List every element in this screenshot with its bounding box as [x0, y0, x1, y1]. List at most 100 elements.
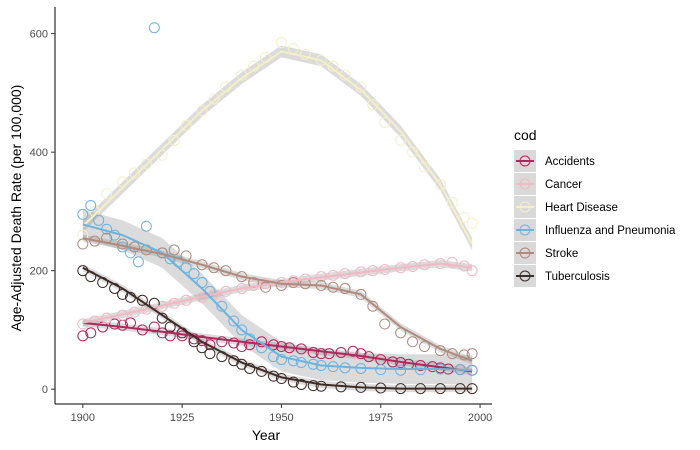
point-heart-disease-30: [466, 217, 478, 229]
point-cancer-28: [446, 256, 458, 268]
point-heart-disease-9: [196, 105, 208, 117]
point-accidents-13: [204, 339, 216, 351]
point-accidents-28: [355, 348, 367, 360]
point-cancer-8: [180, 294, 192, 306]
legend-label-accidents: Accidents: [545, 156, 595, 168]
x-tick-label-2000: 2000: [468, 412, 492, 424]
x-tick-label-1925: 1925: [170, 412, 194, 424]
point-heart-disease-22: [367, 99, 379, 111]
point-accidents-0: [77, 330, 89, 342]
smooth-line-influenza-and-pneumonia: [82, 223, 473, 372]
axes: 1900 1925 1950 1975 2000 0 200 400 600: [30, 7, 492, 424]
point-influenza-and-pneumonia-19: [236, 324, 248, 336]
point-influenza-and-pneumonia-23: [275, 354, 287, 366]
legend-label-cancer: Cancer: [545, 179, 582, 191]
point-influenza-and-pneumonia-8: [140, 220, 152, 232]
point-accidents-7: [148, 321, 160, 333]
smooth-line-stroke: [82, 237, 473, 362]
point-heart-disease-5: [140, 158, 152, 170]
point-tuberculosis-24: [315, 380, 327, 392]
point-tuberculosis-22: [295, 378, 307, 390]
point-heart-disease-15: [275, 37, 287, 49]
legend-label-heart-disease: Heart Disease: [545, 202, 618, 214]
y-axis-title: Age-Adjusted Death Rate (per 100,000): [8, 85, 24, 332]
point-influenza-and-pneumonia-9: [148, 22, 160, 34]
smooth-line-tuberculosis: [82, 266, 473, 390]
point-influenza-and-pneumonia-14: [188, 268, 200, 280]
legend-title: cod: [514, 127, 537, 143]
legend-key-point-heart-disease: [519, 201, 531, 213]
point-stroke-14: [260, 281, 272, 293]
point-accidents-27: [347, 345, 359, 357]
point-tuberculosis-23: [307, 380, 319, 392]
point-stroke-21: [355, 288, 367, 300]
point-tuberculosis-6: [136, 294, 148, 306]
point-heart-disease-2: [101, 188, 113, 200]
legend-label-tuberculosis: Tuberculosis: [545, 271, 610, 283]
point-stroke-22: [367, 300, 379, 312]
point-heart-disease-1: [89, 205, 101, 217]
legend-label-stroke: Stroke: [545, 248, 578, 260]
legend-key-point-influenza-and-pneumonia: [519, 224, 531, 236]
point-heart-disease-7: [168, 134, 180, 146]
point-accidents-23: [307, 346, 319, 358]
point-accidents-9: [164, 330, 176, 342]
point-heart-disease-29: [458, 211, 470, 223]
point-heart-disease-17: [299, 48, 311, 60]
point-accidents-24: [315, 348, 327, 360]
point-tuberculosis-21: [287, 376, 299, 388]
point-tuberculosis-17: [244, 362, 256, 374]
point-influenza-and-pneumonia-11: [164, 253, 176, 265]
point-stroke-15: [275, 279, 287, 291]
point-influenza-and-pneumonia-17: [216, 300, 228, 312]
point-heart-disease-4: [128, 167, 140, 179]
point-accidents-2: [97, 321, 109, 333]
smooth-lines: [82, 50, 474, 390]
legend: cod Accidents Cancer Heart Disease Influenz…: [514, 127, 676, 287]
point-stroke-28: [446, 348, 458, 360]
point-heart-disease-18: [315, 54, 327, 66]
point-influenza-and-pneumonia-13: [180, 262, 192, 274]
point-influenza-and-pneumonia-0: [77, 208, 89, 220]
point-stroke-29: [458, 349, 470, 361]
point-stroke-23: [379, 318, 391, 330]
point-heart-disease-10: [208, 93, 220, 105]
point-stroke-9: [196, 259, 208, 271]
band-cancer: [82, 260, 473, 327]
point-stroke-25: [407, 336, 419, 348]
point-influenza-and-pneumonia-32: [395, 364, 407, 376]
legend-label-influenza-and-pneumonia: Influenza and Pneumonia: [545, 225, 676, 237]
legend-key-point-tuberculosis: [519, 270, 531, 282]
point-accidents-1: [85, 327, 97, 339]
point-stroke-20: [339, 282, 351, 294]
point-influenza-and-pneumonia-31: [375, 364, 387, 376]
point-influenza-and-pneumonia-2: [93, 214, 105, 226]
confidence-bands: [82, 45, 473, 393]
point-influenza-and-pneumonia-7: [132, 256, 144, 268]
legend-key-point-cancer: [519, 178, 531, 190]
y-tick-label-0: 0: [42, 384, 48, 396]
x-tick-label-1950: 1950: [269, 412, 293, 424]
point-accidents-17: [244, 339, 256, 351]
point-heart-disease-8: [180, 120, 192, 132]
point-stroke-30: [466, 348, 478, 360]
x-axis-title: Year: [252, 427, 281, 443]
legend-key-point-stroke: [519, 247, 531, 259]
point-heart-disease-24: [395, 134, 407, 146]
smooth-line-cancer: [82, 262, 473, 324]
point-influenza-and-pneumonia-1: [85, 200, 97, 211]
point-tuberculosis-13: [204, 348, 216, 360]
y-tick-label-400: 400: [30, 147, 48, 159]
point-stroke-26: [418, 341, 430, 353]
point-heart-disease-0: [77, 229, 89, 241]
point-accidents-14: [216, 336, 228, 348]
point-heart-disease-23: [379, 117, 391, 129]
point-stroke-7: [168, 244, 180, 256]
smooth-line-accidents: [82, 321, 473, 373]
y-tick-label-600: 600: [30, 29, 48, 41]
smooth-line-heart-disease: [82, 50, 474, 245]
point-heart-disease-27: [434, 179, 446, 191]
x-tick-label-1900: 1900: [71, 412, 95, 424]
legend-key-point-accidents: [519, 155, 531, 167]
